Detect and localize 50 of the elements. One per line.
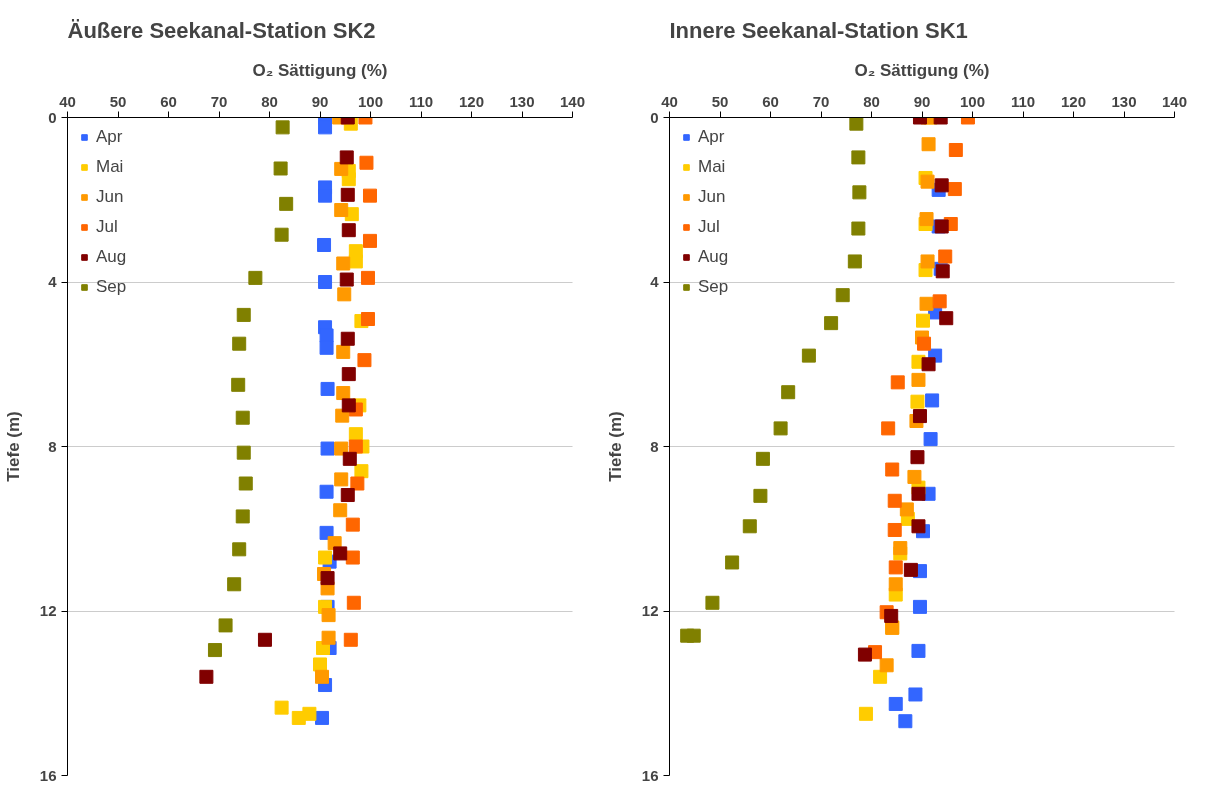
x-tick-label: 40	[59, 92, 76, 110]
legend-label: Apr	[96, 127, 123, 147]
x-tick-label: 110	[408, 92, 434, 110]
x-tick-label: 130	[1111, 92, 1137, 110]
legend-label: Jul	[96, 217, 118, 237]
y-tick-label: 4	[650, 273, 660, 290]
chart-title: Innere Seekanal-Station SK1	[669, 17, 968, 43]
y-tick-label: 0	[650, 108, 659, 126]
x-tick-label: 100	[959, 92, 986, 110]
legend-label: Aug	[96, 247, 127, 267]
legend-label: Sep	[96, 277, 127, 297]
x-axis-title: O₂ Sättigung (%)	[252, 60, 388, 80]
x-tick-label: 120	[1060, 92, 1087, 110]
x-tick-label: 110	[1010, 92, 1036, 110]
legend-label: Sep	[698, 277, 729, 297]
legend-label: Apr	[698, 127, 725, 147]
y-tick-label: 8	[650, 437, 659, 455]
x-tick-label: 60	[762, 92, 779, 110]
y-tick-label: 16	[39, 766, 57, 784]
x-tick-label: 50	[711, 92, 729, 110]
y-tick-label: 8	[48, 437, 57, 455]
x-tick-label: 60	[160, 92, 177, 110]
y-tick-label: 16	[641, 766, 659, 784]
y-tick-label: 12	[39, 602, 57, 619]
y-tick-label: 12	[641, 602, 659, 619]
x-tick-label: 80	[863, 92, 880, 110]
x-tick-label: 50	[109, 92, 127, 110]
x-tick-label: 120	[458, 92, 485, 110]
legend-label: Jun	[96, 187, 124, 207]
legend-label: Jul	[698, 217, 720, 237]
x-tick-label: 130	[509, 92, 535, 110]
legend-label: Jun	[698, 187, 726, 207]
x-tick-label: 90	[311, 92, 329, 110]
x-tick-label: 70	[812, 92, 830, 110]
legend-label: Aug	[698, 247, 729, 267]
x-tick-label: 70	[210, 92, 228, 110]
x-tick-label: 90	[913, 92, 931, 110]
x-tick-label: 140	[559, 92, 586, 110]
x-tick-label: 80	[261, 92, 278, 110]
y-tick-label: 4	[48, 273, 58, 290]
x-tick-label: 40	[661, 92, 678, 110]
legend-label: Mai	[698, 157, 726, 177]
x-axis-title: O₂ Sättigung (%)	[854, 60, 990, 80]
y-axis-title: Tiefe (m)	[605, 411, 625, 482]
y-tick-label: 0	[48, 108, 57, 126]
chart-title: Äußere Seekanal-Station SK2	[67, 17, 376, 43]
x-tick-label: 100	[357, 92, 384, 110]
y-axis-title: Tiefe (m)	[3, 411, 23, 482]
x-tick-label: 140	[1161, 92, 1188, 110]
legend-label: Mai	[96, 157, 124, 177]
